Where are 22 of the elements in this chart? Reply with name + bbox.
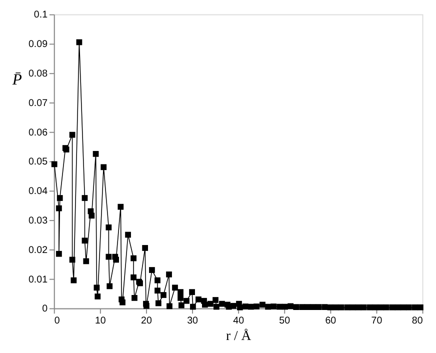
x-tick-label: 40 xyxy=(233,315,245,326)
y-tick-label: 0 xyxy=(42,304,48,315)
x-tick-label: 60 xyxy=(325,315,337,326)
y-tick-label: 0.05 xyxy=(28,156,48,168)
x-tick-label: 20 xyxy=(141,315,152,326)
x-tick-label: 70 xyxy=(371,315,383,326)
y-tick-label: 0.03 xyxy=(28,215,48,226)
y-tick-label: 0.07 xyxy=(28,98,48,109)
x-tick-label: 80 xyxy=(412,315,424,326)
x-tick-label: 50 xyxy=(279,315,291,326)
x-tick-label: 30 xyxy=(187,315,199,326)
y-tick-label: 0.02 xyxy=(28,244,48,256)
y-tick-label: 0.08 xyxy=(28,68,48,80)
x-axis-title: r / Å xyxy=(226,328,252,344)
x-tick-label: 10 xyxy=(94,315,106,326)
y-tick-label: 0.04 xyxy=(28,186,48,198)
y-tick-label: 0.1 xyxy=(34,10,48,21)
y-tick-label: 0.01 xyxy=(28,274,48,286)
y-tick-label: 0.06 xyxy=(28,127,48,138)
x-tick-label: 0 xyxy=(54,315,60,326)
y-axis-title: P̄ xyxy=(11,71,22,88)
y-tick-label: 0.09 xyxy=(28,39,48,50)
